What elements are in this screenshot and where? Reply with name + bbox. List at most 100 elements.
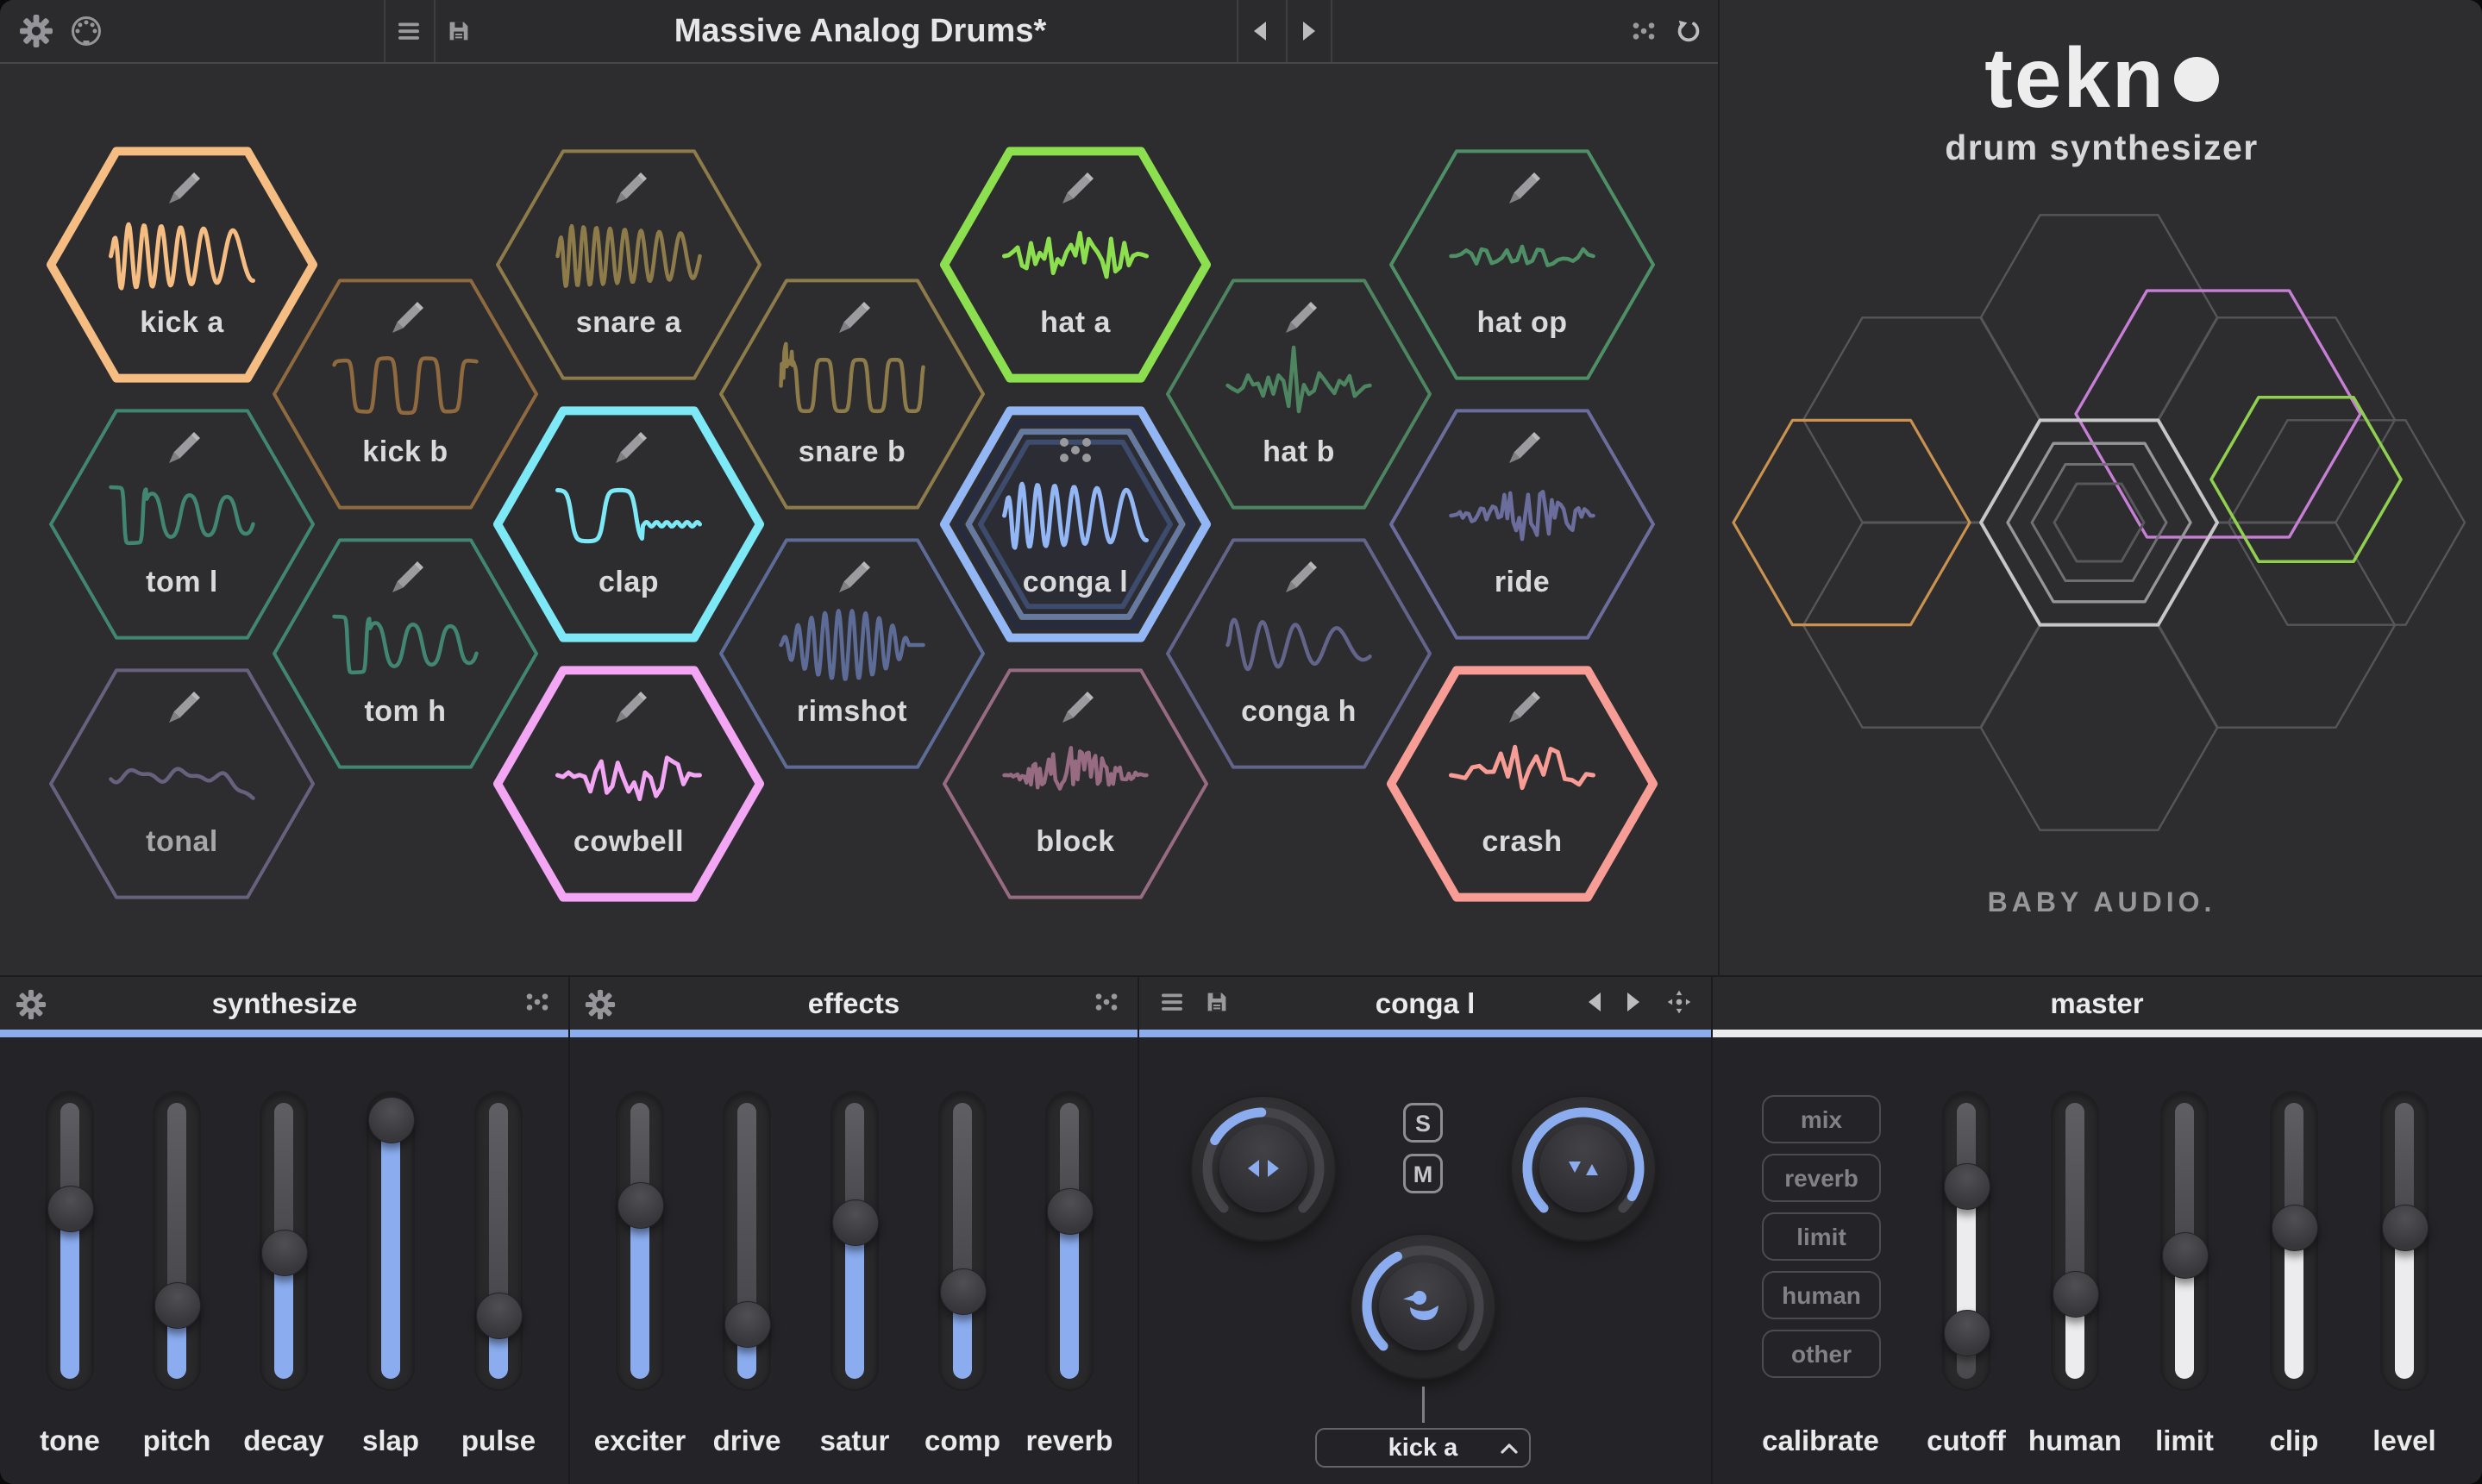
effects-settings-icon[interactable]	[585, 989, 616, 1020]
pad-edit-pencil-icon[interactable]	[169, 692, 200, 723]
synthesize-decay-slider[interactable]	[260, 1091, 308, 1391]
master-level-slider[interactable]	[2380, 1091, 2429, 1391]
synthesize-settings-icon[interactable]	[16, 989, 47, 1020]
synthesize-pitch-slider[interactable]	[153, 1091, 201, 1391]
pad-cowbell[interactable]: cowbell	[493, 666, 764, 902]
pad-tune-knob[interactable]	[1510, 1095, 1657, 1242]
pad-hexagon	[273, 279, 538, 510]
pad-edit-pencil-icon[interactable]	[1509, 432, 1540, 463]
effects-satur-slider-thumb[interactable]	[832, 1199, 879, 1246]
pad-prev-icon[interactable]	[1583, 989, 1608, 1015]
pad-snare-b[interactable]: snare b	[719, 279, 985, 510]
pad-edit-pencil-icon[interactable]	[169, 432, 200, 463]
pad-kick-a[interactable]: kick a	[47, 147, 317, 383]
master-cutoff-slider-thumb[interactable]	[1944, 1309, 1990, 1356]
pad-waveform	[332, 356, 479, 416]
pad-clap[interactable]: clap	[493, 406, 764, 642]
master-limit-slider-thumb[interactable]	[2162, 1232, 2209, 1279]
synthesize-pulse-slider-thumb[interactable]	[476, 1293, 523, 1340]
pad-hat-a[interactable]: hat a	[940, 147, 1211, 383]
pad-source-dropdown[interactable]: kick a	[1315, 1428, 1531, 1468]
pad-edit-pencil-icon[interactable]	[1509, 172, 1540, 204]
effects-drive-slider-thumb[interactable]	[724, 1301, 771, 1348]
pad-move-icon[interactable]	[1666, 989, 1692, 1015]
pad-tonal[interactable]: tonal	[49, 668, 315, 899]
pad-edit-pencil-icon[interactable]	[1286, 561, 1317, 592]
pad-edit-pencil-icon[interactable]	[169, 172, 200, 204]
pad-edit-pencil-icon[interactable]	[1062, 172, 1094, 204]
solo-button[interactable]: S	[1403, 1103, 1443, 1143]
pad-next-icon[interactable]	[1620, 989, 1645, 1015]
pad-edit-pencil-icon[interactable]	[1062, 692, 1094, 723]
pad-hat-op[interactable]: hat op	[1389, 149, 1655, 380]
pad-crash[interactable]: crash	[1387, 666, 1658, 902]
pad-label: tonal	[146, 825, 218, 858]
effects-randomize-icon[interactable]	[1094, 989, 1119, 1015]
master-cutoff-slider-thumb[interactable]	[1944, 1163, 1990, 1210]
synthesize-slap-slider[interactable]	[367, 1091, 415, 1391]
synthesize-randomize-icon[interactable]	[524, 989, 550, 1015]
synthesize-pulse-slider[interactable]	[474, 1091, 523, 1391]
synthesize-tone-slider[interactable]	[46, 1091, 94, 1391]
master-human-slider[interactable]	[2051, 1091, 2099, 1391]
pad-hexagon	[47, 147, 317, 383]
midi-din-icon[interactable]	[69, 14, 103, 48]
synthesize-decay-slider-thumb[interactable]	[261, 1229, 308, 1276]
effects-drive-slider[interactable]	[723, 1091, 771, 1391]
master-clip-slider-thumb[interactable]	[2272, 1205, 2318, 1251]
effects-comp-slider[interactable]	[938, 1091, 987, 1391]
effects-comp-slider-thumb[interactable]	[940, 1268, 987, 1315]
pad-edit-pencil-icon[interactable]	[616, 172, 647, 204]
pad-snare-a[interactable]: snare a	[496, 149, 762, 380]
effects-reverb-slider-thumb[interactable]	[1047, 1187, 1094, 1235]
pad-edit-pencil-icon[interactable]	[392, 302, 423, 333]
pad-block[interactable]: block	[943, 668, 1208, 899]
pad-edit-pencil-icon[interactable]	[839, 561, 870, 592]
randomize-dice-icon[interactable]	[1631, 18, 1657, 44]
panel-divider	[1711, 977, 1713, 1484]
synthesize-slap-slider-thumb[interactable]	[368, 1097, 415, 1144]
pad-edit-pencil-icon[interactable]	[839, 302, 870, 333]
save-preset-icon[interactable]	[446, 18, 472, 44]
pad-conga-h[interactable]: conga h	[1166, 538, 1432, 769]
pad-save-icon[interactable]	[1204, 989, 1230, 1015]
preset-menu-icon[interactable]	[396, 18, 422, 44]
pad-ride[interactable]: ride	[1389, 409, 1655, 640]
mute-button[interactable]: M	[1403, 1154, 1443, 1193]
master-mix-button[interactable]: mix	[1762, 1095, 1881, 1143]
pad-source-label: kick a	[1388, 1434, 1458, 1462]
master-clip-slider[interactable]	[2270, 1091, 2318, 1391]
next-preset-icon[interactable]	[1295, 18, 1321, 44]
effects-satur-slider[interactable]	[830, 1091, 879, 1391]
effects-exciter-slider[interactable]	[616, 1091, 664, 1391]
master-reverb-button[interactable]: reverb	[1762, 1154, 1881, 1202]
master-limit-button[interactable]: limit	[1762, 1212, 1881, 1261]
pad-menu-icon[interactable]	[1159, 989, 1185, 1015]
settings-gear-icon[interactable]	[19, 14, 53, 48]
effects-reverb-slider[interactable]	[1045, 1091, 1094, 1391]
master-human-button[interactable]: human	[1762, 1271, 1881, 1319]
pad-hat-b[interactable]: hat b	[1166, 279, 1432, 510]
prev-preset-icon[interactable]	[1248, 18, 1274, 44]
pad-rimshot[interactable]: rimshot	[719, 538, 985, 769]
pad-duck-knob[interactable]	[1350, 1233, 1496, 1380]
reset-icon[interactable]	[1676, 18, 1702, 44]
master-limit-slider[interactable]	[2160, 1091, 2209, 1391]
synthesize-pitch-slider-thumb[interactable]	[154, 1281, 201, 1329]
master-cutoff-slider[interactable]	[1942, 1091, 1990, 1391]
pad-kick-b[interactable]: kick b	[273, 279, 538, 510]
pad-edit-pencil-icon[interactable]	[616, 432, 647, 463]
synthesize-tone-slider-thumb[interactable]	[47, 1185, 94, 1232]
pad-tom-h[interactable]: tom h	[273, 538, 538, 769]
pad-edit-pencil-icon[interactable]	[1286, 302, 1317, 333]
pad-pan-knob[interactable]	[1190, 1095, 1337, 1242]
master-level-slider-thumb[interactable]	[2382, 1205, 2429, 1251]
pad-tom-l[interactable]: tom l	[49, 409, 315, 640]
pad-edit-pencil-icon[interactable]	[1509, 692, 1540, 723]
master-other-button[interactable]: other	[1762, 1330, 1881, 1378]
pad-conga-l[interactable]: conga l	[940, 406, 1211, 642]
master-human-slider-thumb[interactable]	[2053, 1270, 2099, 1318]
pad-edit-pencil-icon[interactable]	[616, 692, 647, 723]
effects-exciter-slider-thumb[interactable]	[617, 1182, 664, 1230]
pad-edit-pencil-icon[interactable]	[392, 561, 423, 592]
